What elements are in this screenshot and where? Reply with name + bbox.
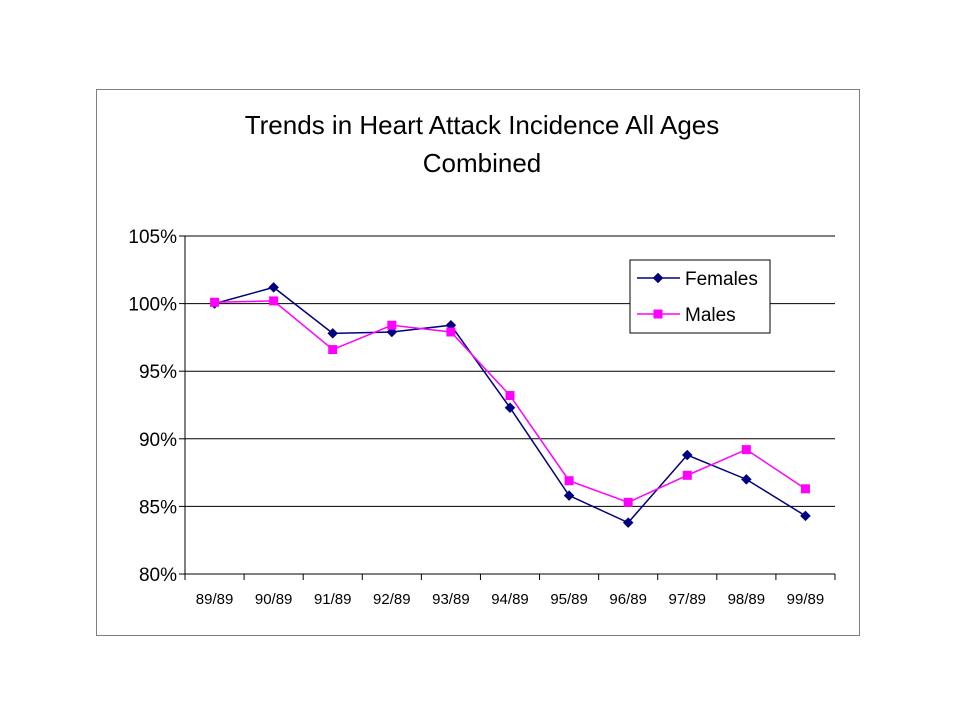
chart-area: Trends in Heart Attack Incidence All Age… (96, 89, 860, 636)
data-point-females (681, 449, 693, 461)
data-point-females (563, 490, 575, 501)
legend-box (629, 259, 771, 334)
data-point-males (741, 445, 751, 455)
chart-title-line-1: Trends in Heart Attack Incidence All Age… (245, 110, 720, 140)
data-point-females (504, 402, 516, 414)
x-tick-label: 89/89 (196, 591, 234, 608)
x-tick-label: 90/89 (255, 591, 293, 608)
series-group (209, 282, 811, 528)
data-point-males (387, 320, 397, 330)
x-tick-label: 94/89 (491, 591, 529, 608)
x-tick-label: 98/89 (728, 591, 766, 608)
data-point-males (269, 296, 279, 306)
legend-label-females: Females (685, 269, 758, 290)
y-tick-label: 80% (139, 565, 177, 586)
x-tick-label: 93/89 (432, 591, 470, 608)
data-point-males (210, 297, 220, 307)
legend-marker-males (653, 309, 663, 319)
x-tick-label: 95/89 (550, 591, 588, 608)
data-point-males (564, 476, 574, 486)
y-tick-label: 85% (139, 497, 177, 518)
x-tick-label: 97/89 (668, 591, 706, 608)
y-tick-label: 105% (128, 227, 177, 248)
axes: 80% 85% 90% 95% 100% 105% 89/89 90/89 91/89 92/89… (128, 227, 836, 608)
data-point-males (328, 345, 338, 355)
legend: Females Males (629, 259, 771, 334)
data-point-males (505, 391, 515, 401)
data-point-males (800, 484, 810, 494)
x-tick-label: 91/89 (314, 591, 352, 608)
y-tick-label: 95% (139, 362, 177, 383)
data-point-females (741, 474, 752, 485)
y-tick-label: 90% (139, 430, 177, 451)
legend-marker-females (652, 272, 664, 284)
legend-label-males: Males (685, 305, 736, 326)
x-tick-label: 92/89 (373, 591, 411, 608)
chart-svg: Trends in Heart Attack Incidence All Age… (128, 110, 836, 608)
data-point-females (268, 282, 279, 293)
data-point-females (327, 327, 339, 339)
data-point-males (446, 327, 456, 337)
x-tick-label: 99/89 (787, 591, 825, 608)
data-point-males (682, 470, 692, 480)
data-point-males (623, 497, 633, 507)
data-point-females (622, 517, 634, 528)
data-point-females (800, 510, 811, 522)
x-tick-label: 96/89 (609, 591, 647, 608)
chart-title-line-2: Combined (423, 148, 542, 178)
y-tick-label: 100% (128, 295, 177, 316)
